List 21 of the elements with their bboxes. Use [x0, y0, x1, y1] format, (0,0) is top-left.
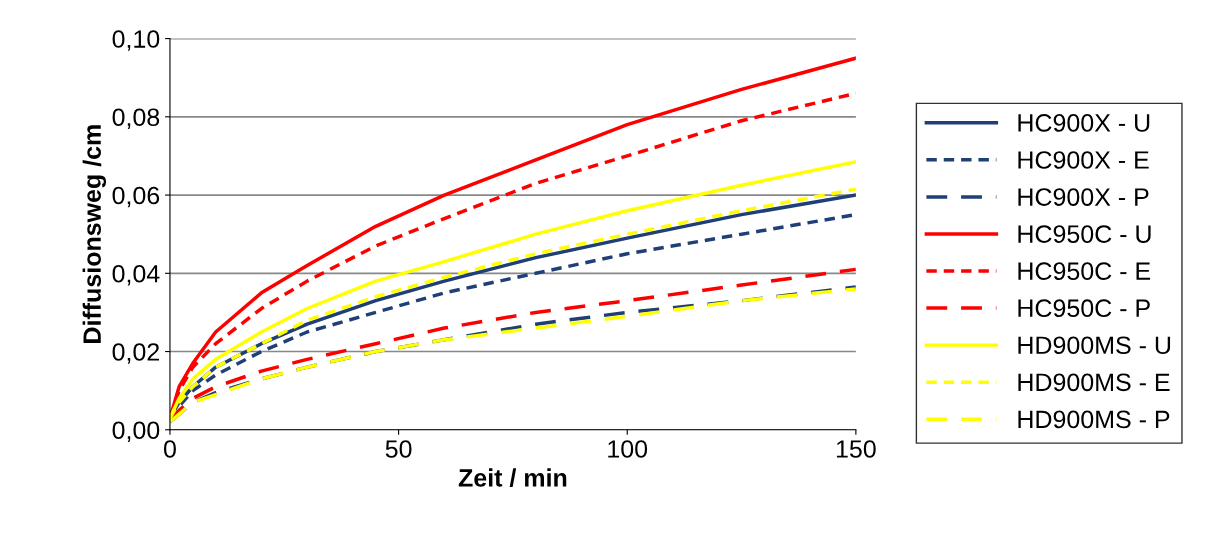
x-axis-title: Zeit / min — [458, 468, 567, 487]
legend-label: HC950C - U — [1018, 225, 1151, 243]
legend-label: HD900MS - E — [1018, 373, 1170, 392]
y-tick-label: 0,10 — [112, 30, 160, 51]
y-axis-title: Diffusionsweg /cm — [82, 125, 107, 343]
legend-label: HD900MS - U — [1018, 336, 1171, 355]
y-tick-label: 0,02 — [112, 343, 159, 364]
x-tick-label: 0 — [163, 440, 176, 458]
x-tick-label: 100 — [608, 440, 648, 458]
y-tick-label: 0,06 — [112, 186, 160, 208]
legend-label: HC900X - P — [1018, 188, 1149, 206]
y-tick-label: 0,04 — [112, 264, 160, 286]
legend-label: HC900X - U — [1018, 114, 1150, 132]
y-tick-label: 0,00 — [112, 421, 160, 443]
legend-label: HC900X - E — [1018, 151, 1149, 169]
y-tick-label: 0,08 — [112, 108, 160, 130]
legend-label: HC950C - P — [1018, 299, 1150, 318]
legend-label: HC950C - E — [1018, 262, 1151, 281]
x-tick-label: 50 — [385, 440, 412, 458]
legend-label: HD900MS - P — [1018, 410, 1170, 429]
x-tick-label: 150 — [836, 440, 876, 458]
